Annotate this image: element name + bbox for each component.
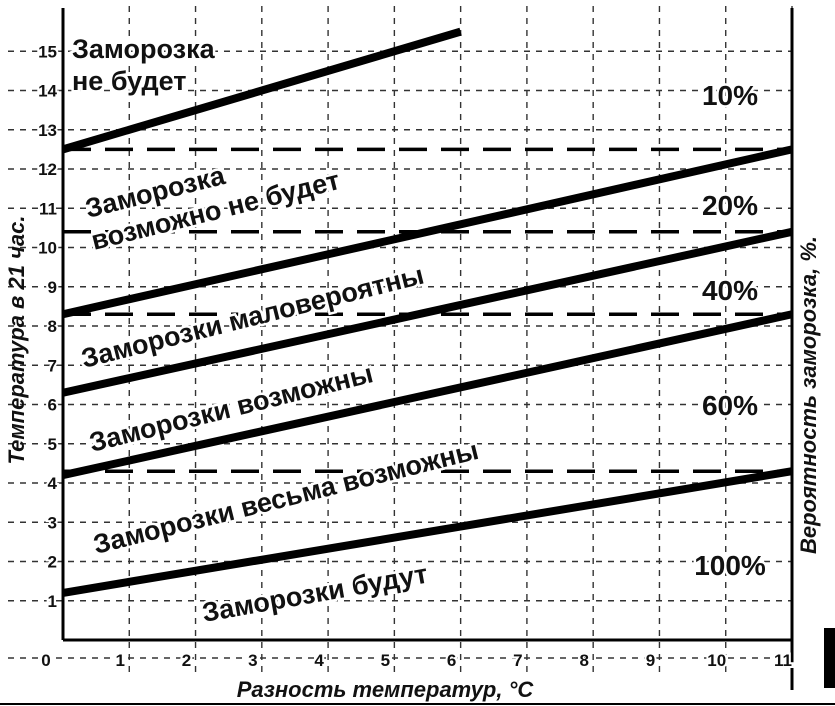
x-tick-label: 3 [248, 651, 257, 670]
probability-label: 40% [702, 275, 758, 306]
y-tick-label: 10 [38, 239, 57, 258]
x-tick-label: 11 [774, 651, 792, 670]
y-tick-label: 14 [38, 82, 57, 101]
x-tick-label: 5 [381, 651, 390, 670]
probability-label: 10% [702, 80, 758, 111]
probability-label: 100% [694, 550, 766, 581]
zone-label: Заморозки маловероятны [78, 260, 427, 374]
x-axis-title: Разность температур, °C [237, 677, 535, 702]
y-axis-title: Температура в 21 час. [4, 216, 29, 465]
probability-label: 60% [702, 390, 758, 421]
edge-mark [824, 628, 835, 688]
y-tick-label: 12 [38, 160, 57, 179]
series-line [61, 27, 462, 154]
y-tick-label: 15 [38, 42, 57, 61]
x-tick-label: 7 [513, 651, 522, 670]
probability-label: 20% [702, 190, 758, 221]
x-tick-label: 6 [447, 651, 456, 670]
y-tick-label: 5 [48, 435, 57, 454]
y-tick-label: 3 [48, 513, 57, 532]
y2-axis-title: Вероятность заморозка, %. [796, 236, 821, 554]
x-tick-label: 9 [646, 651, 655, 670]
y-tick-label: 2 [48, 553, 57, 572]
x-tick-label: 8 [579, 651, 588, 670]
x-tick-label: 4 [314, 651, 324, 670]
x-tick-label: 10 [707, 651, 726, 670]
y-tick-label: 7 [48, 356, 57, 375]
x-tick-label: 0 [41, 651, 50, 670]
y-tick-label: 4 [48, 474, 58, 493]
zone-label: Заморозки возможны [86, 358, 376, 458]
y-tick-label: 8 [48, 317, 57, 336]
x-tick-label: 1 [116, 651, 125, 670]
zone-label: Заморозка [72, 34, 216, 64]
zone-label: Заморозки будут [200, 559, 430, 628]
zone-label: не будет [72, 66, 187, 96]
x-tick-label: 2 [182, 651, 191, 670]
y-tick-label: 6 [48, 396, 57, 415]
series-line [62, 227, 793, 397]
series-line [62, 145, 793, 319]
y-tick-label: 11 [39, 199, 57, 218]
series-line [62, 310, 793, 480]
y-tick-label: 9 [48, 278, 57, 297]
y-tick-label: 13 [38, 121, 57, 140]
series-line [62, 467, 793, 597]
y-tick-label: 1 [48, 592, 57, 611]
